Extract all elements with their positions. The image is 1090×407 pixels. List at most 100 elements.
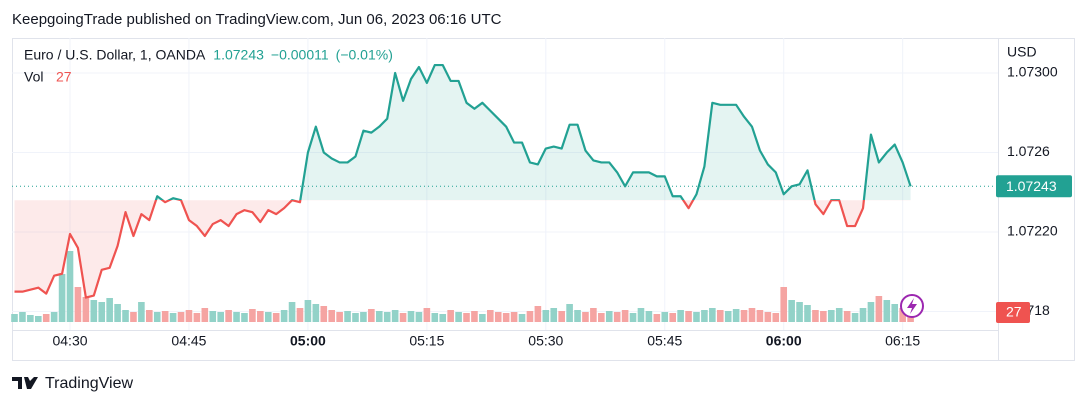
volume-bar [304,300,312,322]
volume-bar [685,311,692,322]
x-tick-label: 05:45 [647,333,682,349]
volume-bar [796,302,803,322]
volume-bar [288,302,296,322]
footer-logo: TradingView [12,375,133,392]
volume-bars [11,251,914,322]
volume-bar [843,311,851,322]
volume-bar [114,304,121,322]
legend-volume-name: Vol [24,69,43,85]
volume-bar [42,314,50,322]
volume-bar [312,304,320,322]
volume-bar [82,297,90,322]
volume-bar [471,311,478,322]
volume-bar [383,312,391,322]
volume-bar [201,308,209,322]
volume-bar [637,308,645,322]
volume-bar [169,313,177,322]
volume-bar [487,310,494,322]
volume-bar [629,313,637,322]
volume-bar [804,305,811,322]
volume-bar [542,310,550,322]
volume-bar [249,309,256,322]
currency-label: USD [1007,44,1037,60]
volume-bar [780,287,788,322]
legend-change: −0.00011 [271,47,329,63]
volume-bar [677,310,684,322]
volume-bar [621,310,629,322]
volume-bar [899,308,906,322]
volume-bar [34,316,42,322]
volume-bar [510,312,518,322]
volume-bar [701,310,708,322]
volume-bar [352,313,359,322]
volume-bar [272,313,280,322]
volume-bar [502,313,510,322]
area-fill [14,65,911,298]
volume-bar [98,302,106,322]
volume-bar [859,308,867,322]
volume-bar [748,308,756,322]
volume-badge-label: 27 [1006,304,1022,320]
x-tick-label: 04:30 [52,333,87,349]
volume-bar [740,310,748,322]
volume-bar [217,312,224,322]
volume-bar [344,311,351,322]
volume-bar [494,312,502,322]
volume-bar [431,313,439,322]
volume-bar [19,312,26,322]
volume-bar [280,310,288,322]
volume-bar [66,251,74,322]
alert-bolt [907,298,917,314]
volume-bar [788,300,795,322]
volume-bar [605,311,613,322]
volume-bar [812,310,819,322]
volume-bar [225,310,232,322]
volume-bar [27,315,34,322]
y-tick-label: 1.07300 [1007,64,1058,80]
volume-bar [264,312,272,322]
volume-bar [518,314,526,322]
volume-bar [130,312,137,322]
volume-bar [455,312,462,322]
volume-bar [161,311,169,322]
volume-bar [716,310,724,322]
volume-bar [732,309,740,322]
volume-bar [613,312,621,322]
volume-bar [820,311,827,322]
volume-bar [534,306,542,322]
axes: 1.07181.072201.07261.0730004:3004:4505:0… [52,64,1072,349]
volume-bar [447,310,454,322]
volume-bar [582,312,589,322]
volume-bar [122,310,129,322]
x-tick-label: 05:30 [528,333,563,349]
x-tick-label: 05:00 [290,333,326,349]
legend-last: 1.07243 [213,47,264,63]
logo-mark [12,377,38,389]
volume-bar [645,311,653,322]
volume-bar [50,312,58,322]
volume-bar [328,310,335,322]
volume-bar [74,287,82,322]
volume-bar [590,308,597,322]
volume-badge [996,302,1030,323]
volume-bar [138,302,145,322]
volume-bar [209,311,217,322]
volume-bar [566,304,573,322]
volume-bar [336,312,343,322]
volume-bar [11,314,18,322]
volume-bar [867,302,875,322]
alert-icon[interactable] [900,294,924,318]
volume-bar [772,313,780,322]
plot [12,63,998,299]
volume-bar [257,311,264,322]
y-tick-label: 1.0726 [1007,143,1050,159]
volume-bar [558,311,565,322]
last-price-badge [996,175,1072,198]
volume-bar [58,274,66,322]
volume-bar [439,314,447,322]
price-line [14,63,912,299]
y-tick-label: 1.07220 [1007,223,1058,239]
volume-bar [891,304,899,322]
